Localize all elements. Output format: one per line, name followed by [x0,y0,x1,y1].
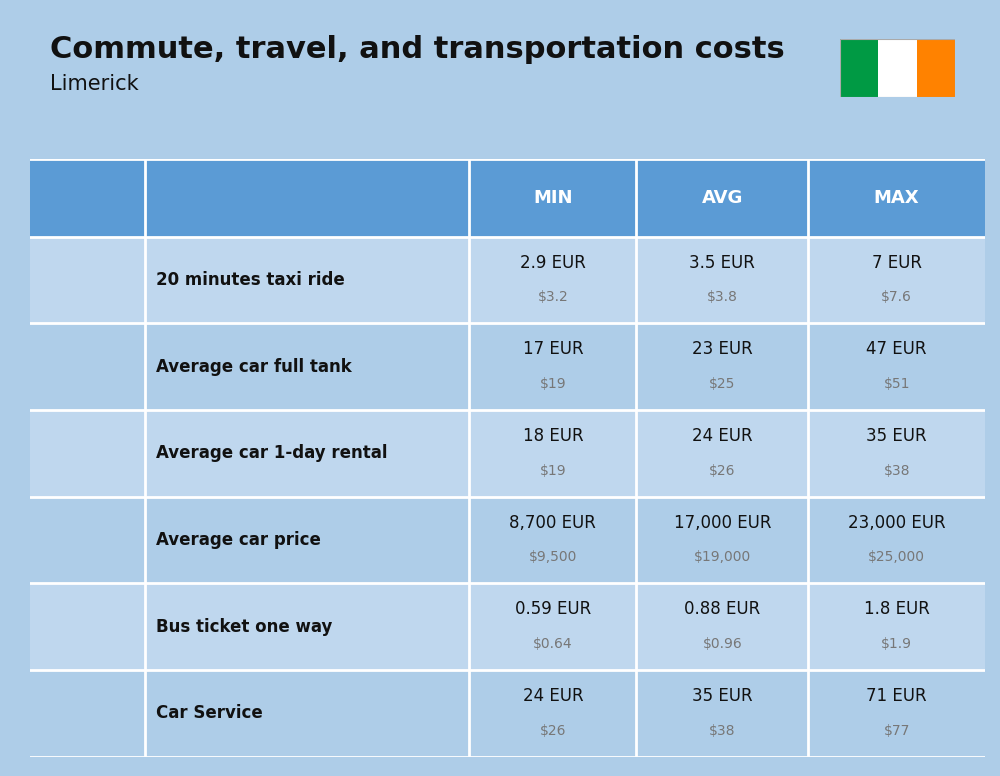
Bar [30,237,985,324]
Text: 0.88 EUR: 0.88 EUR [684,601,761,618]
Text: $1.9: $1.9 [881,637,912,651]
Text: 23 EUR: 23 EUR [692,341,753,359]
Text: 0.59 EUR: 0.59 EUR [515,601,591,618]
Text: $25,000: $25,000 [868,550,925,564]
Text: Limerick: Limerick [50,74,139,94]
Bar [30,324,985,410]
Text: Bus ticket one way: Bus ticket one way [156,618,332,636]
Text: 24 EUR: 24 EUR [523,687,583,705]
Text: $25: $25 [709,377,736,391]
Text: $3.2: $3.2 [537,290,568,304]
Text: MAX: MAX [874,189,919,207]
Bar [30,497,985,584]
Text: $9,500: $9,500 [529,550,577,564]
Text: 17 EUR: 17 EUR [523,341,583,359]
Text: $77: $77 [883,723,910,738]
Bar [917,39,955,97]
Text: $26: $26 [540,723,566,738]
Text: $38: $38 [883,464,910,478]
Text: $19: $19 [540,377,566,391]
Text: $7.6: $7.6 [881,290,912,304]
Text: 47 EUR: 47 EUR [866,341,927,359]
Bar [30,670,985,757]
Text: $19: $19 [540,464,566,478]
Text: 35 EUR: 35 EUR [692,687,753,705]
Text: $38: $38 [709,723,736,738]
Bar [30,584,985,670]
Text: $0.64: $0.64 [533,637,573,651]
Text: Car Service: Car Service [156,705,263,722]
Text: 24 EUR: 24 EUR [692,427,753,445]
Text: $3.8: $3.8 [707,290,738,304]
Text: $51: $51 [883,377,910,391]
Bar [30,410,985,497]
Text: MIN: MIN [533,189,573,207]
Text: $26: $26 [709,464,736,478]
Text: 3.5 EUR: 3.5 EUR [689,254,755,272]
Text: AVG: AVG [702,189,743,207]
Text: $0.96: $0.96 [702,637,742,651]
Text: 20 minutes taxi ride: 20 minutes taxi ride [156,271,345,289]
Text: Commute, travel, and transportation costs: Commute, travel, and transportation cost… [50,35,785,64]
Text: Average car 1-day rental: Average car 1-day rental [156,445,388,462]
Text: 2.9 EUR: 2.9 EUR [520,254,586,272]
Text: 8,700 EUR: 8,700 EUR [509,514,596,532]
Text: 23,000 EUR: 23,000 EUR [848,514,945,532]
Text: Average car full tank: Average car full tank [156,358,352,376]
Text: $19,000: $19,000 [694,550,751,564]
Text: 71 EUR: 71 EUR [866,687,927,705]
Text: 7 EUR: 7 EUR [872,254,922,272]
Text: 17,000 EUR: 17,000 EUR [674,514,771,532]
Text: 18 EUR: 18 EUR [523,427,583,445]
Bar [878,39,917,97]
Text: Average car price: Average car price [156,531,321,549]
Bar [30,159,985,237]
Bar [840,39,878,97]
Text: 1.8 EUR: 1.8 EUR [864,601,930,618]
Text: 35 EUR: 35 EUR [866,427,927,445]
